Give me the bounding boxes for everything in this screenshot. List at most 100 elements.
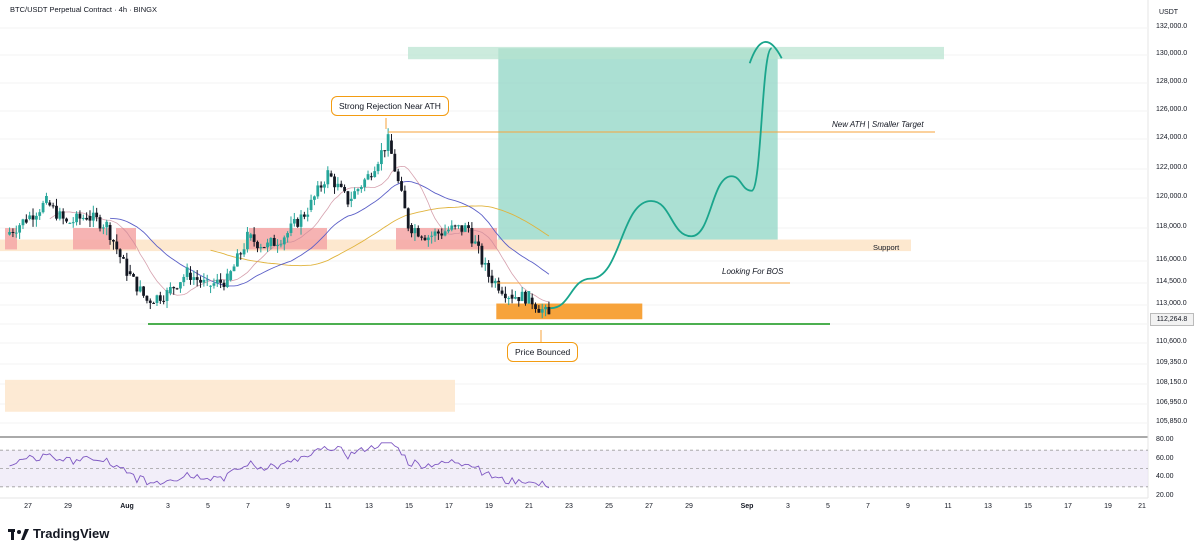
time-tick-label: 7 [246, 503, 250, 510]
bounce-zone [496, 303, 643, 320]
candle [514, 297, 517, 299]
candle [81, 217, 85, 219]
candle [242, 249, 246, 255]
candle [493, 280, 497, 284]
candle [235, 253, 239, 267]
candle [319, 185, 323, 188]
candle [199, 279, 202, 283]
candle [48, 202, 52, 206]
candle [225, 273, 229, 287]
rejection-callout[interactable]: Strong Rejection Near ATH [331, 96, 449, 116]
price-tick-label: 118,000.0 [1156, 223, 1187, 230]
candle [313, 196, 316, 200]
projection [550, 41, 783, 310]
candle [457, 225, 460, 227]
candle [380, 150, 383, 165]
candle [406, 208, 410, 229]
price-tick-label: 113,000.0 [1156, 300, 1187, 307]
candle [189, 272, 192, 280]
candle [326, 170, 330, 185]
candle [51, 205, 55, 207]
candle [115, 241, 119, 250]
time-tick-label: 11 [944, 503, 952, 510]
candle [403, 190, 407, 209]
candle [530, 297, 534, 305]
candle [396, 171, 400, 182]
candle [88, 216, 92, 221]
candle [436, 231, 440, 234]
candle [158, 295, 162, 301]
time-tick-label: 5 [206, 503, 210, 510]
candle [215, 279, 219, 284]
price-tick-label: 108,150.0 [1156, 379, 1188, 386]
candle [356, 189, 360, 192]
candle [252, 234, 256, 242]
time-tick-label: 13 [984, 503, 992, 510]
candle [400, 181, 403, 191]
candle [500, 290, 504, 294]
candle [148, 300, 152, 303]
price-tick-label: 126,000.0 [1156, 106, 1188, 113]
time-tick-label: 15 [405, 503, 413, 510]
currency-label: USDT [1159, 9, 1179, 16]
candle [112, 239, 115, 242]
price-tick-label: 110,600.0 [1156, 338, 1187, 345]
candle [302, 214, 306, 217]
time-tick-label: 27 [24, 503, 32, 510]
candle [98, 217, 102, 229]
candle [142, 286, 145, 296]
candle [292, 218, 296, 224]
candle [21, 219, 25, 226]
rsi-band [0, 450, 1148, 487]
candle [249, 234, 253, 238]
candle [383, 150, 387, 152]
ma-mid [110, 180, 550, 287]
price-tick-label: 128,000.0 [1156, 78, 1188, 85]
price-tick-label: 105,850.0 [1156, 418, 1188, 425]
candle [105, 221, 109, 228]
time-tick-label: 15 [1024, 503, 1032, 510]
price-tick-label: 122,000.0 [1156, 164, 1188, 171]
candle [272, 238, 276, 246]
candle [239, 253, 243, 255]
candle [460, 225, 464, 232]
price-tick-label: 116,000.0 [1156, 256, 1187, 263]
candle [55, 205, 58, 219]
current-price-tag: 112,264.8 [1150, 313, 1194, 326]
candle [450, 225, 454, 230]
candle [343, 186, 346, 192]
candle [346, 191, 350, 205]
candle [246, 231, 249, 250]
bounce-callout[interactable]: Price Bounced [507, 342, 579, 362]
candle [376, 164, 380, 172]
candles[interactable] [8, 128, 551, 319]
price-tick-label: 130,000.0 [1156, 50, 1188, 57]
candle [386, 134, 390, 151]
candle [282, 237, 286, 245]
candle [373, 171, 377, 177]
candle [165, 290, 169, 301]
candle [65, 218, 68, 222]
candle [229, 271, 233, 281]
candle [527, 291, 531, 304]
candle [31, 215, 35, 220]
candle [101, 227, 105, 229]
rsi-tick-label: 20.00 [1156, 491, 1174, 499]
candle [490, 275, 494, 284]
candle [289, 223, 293, 233]
candle [430, 235, 434, 237]
tradingview-logo[interactable]: TradingView [8, 526, 109, 541]
candle [339, 183, 343, 187]
candle [510, 294, 514, 299]
price-tick-label: 109,350.0 [1156, 359, 1188, 366]
time-tick-label: 7 [866, 503, 870, 510]
candle [78, 213, 82, 219]
rsi-tick-label: 40.00 [1156, 473, 1174, 480]
candle [172, 286, 176, 289]
candle [420, 236, 424, 238]
candle [480, 245, 484, 265]
time-tick-label: 25 [605, 503, 613, 510]
time-tick-label: 3 [166, 503, 170, 510]
time-tick-label: 5 [826, 503, 830, 510]
